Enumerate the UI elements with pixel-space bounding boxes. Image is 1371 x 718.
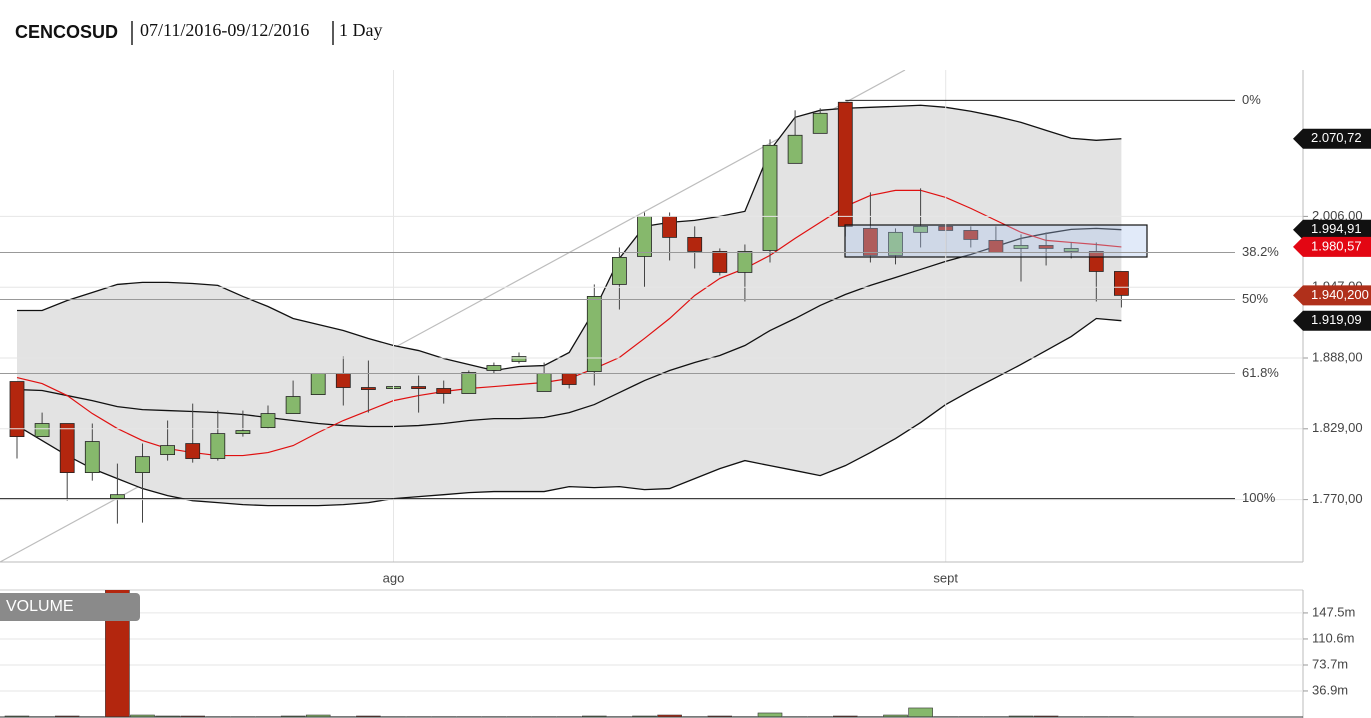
candle-body [662, 215, 677, 238]
y-tick-label: 110.6m [1312, 630, 1354, 645]
candle-body [737, 251, 753, 273]
indicator-line [16, 227, 1122, 428]
price-flag-label: 1.980,57 [1311, 238, 1362, 253]
price-flag [1293, 285, 1371, 306]
candle-body [59, 423, 75, 473]
candle-body [837, 101, 853, 227]
candle-body [913, 225, 928, 233]
candle-body [486, 365, 502, 371]
y-tick-label: 2.006,00 [1312, 208, 1363, 223]
range-box [844, 224, 1148, 258]
candle-body [1114, 271, 1129, 296]
fib-label: 38.2% [1242, 244, 1279, 259]
price-flag-label: 2.070,72 [1311, 130, 1362, 145]
candle-body [110, 494, 125, 500]
candle-body [335, 373, 351, 388]
x-tick-label: ago [383, 570, 405, 585]
candle-body [185, 443, 201, 459]
candle-body [863, 227, 878, 256]
x-tick-label: sept [933, 570, 958, 585]
band-fill [17, 105, 1122, 506]
candle-body [1013, 245, 1029, 249]
candle-body [135, 456, 150, 474]
candle-body [812, 112, 828, 134]
date-range: 07/11/2016-09/12/2016 [140, 20, 309, 40]
y-tick-label: 73.7m [1312, 656, 1348, 671]
candle-body [637, 215, 652, 257]
plot-area [0, 70, 1148, 562]
y-tick-label: 1.829,00 [1312, 420, 1363, 435]
volume-panel: 36.9m 73.7m 110.6m 147.5m VOLUME [0, 589, 1355, 718]
volume-bars [4, 590, 1134, 718]
candle-body [160, 445, 176, 456]
price-flag-label: 1.940,200 [1311, 287, 1369, 302]
panel-title: VOLUME [6, 598, 74, 615]
candle-body [536, 373, 552, 392]
candle-body [260, 413, 276, 428]
y-tick-label: 147.5m [1312, 604, 1355, 619]
candle-body [411, 386, 427, 389]
price-flag [1293, 236, 1371, 257]
indicator-line [16, 317, 1122, 507]
price-flag-label: 1.994,91 [1311, 221, 1362, 236]
volume-bar [757, 712, 783, 718]
candle-body [436, 388, 452, 394]
candle-body [888, 231, 903, 256]
price-flag [1293, 128, 1371, 149]
candle-body [235, 430, 251, 435]
fib-label: 100% [1242, 490, 1276, 505]
price-panel: 1.770,001.829,001.888,001.947,002.006,00… [0, 70, 1371, 585]
fib-label: 0% [1242, 92, 1261, 107]
candle-body [84, 441, 100, 473]
price-flag [1293, 219, 1371, 240]
y-tick-label: 36.9m [1312, 682, 1348, 697]
y-tick-label: 1.770,00 [1312, 491, 1363, 506]
title-box [0, 593, 140, 621]
candle-body [561, 373, 577, 385]
candle-body [461, 372, 477, 394]
interval: 1 Day [339, 20, 383, 40]
candle-body [787, 134, 803, 164]
candle-body [511, 356, 527, 362]
y-tick-label: 1.888,00 [1312, 349, 1363, 364]
candle-body [586, 296, 602, 372]
candle-body [1063, 248, 1079, 252]
candle-body [687, 236, 703, 252]
price-flag-label: 1.919,09 [1311, 312, 1362, 327]
volume-bar [908, 707, 933, 718]
candle-body [360, 387, 376, 390]
fib-label: 50% [1242, 291, 1268, 306]
candle-body [712, 251, 728, 273]
candle-body [1038, 245, 1054, 249]
candle-body [210, 433, 226, 459]
candle-body [285, 396, 301, 414]
indicator-line [17, 104, 1122, 372]
candle-body [34, 423, 50, 437]
candle-body [310, 373, 326, 396]
price-flag [1293, 310, 1371, 331]
fib-label: 61.8% [1242, 365, 1279, 380]
symbol: CENCOSUD [15, 22, 118, 42]
candle-body [963, 230, 979, 240]
candle-body [9, 381, 25, 437]
candle-body [612, 257, 627, 285]
candle-body [762, 144, 778, 251]
